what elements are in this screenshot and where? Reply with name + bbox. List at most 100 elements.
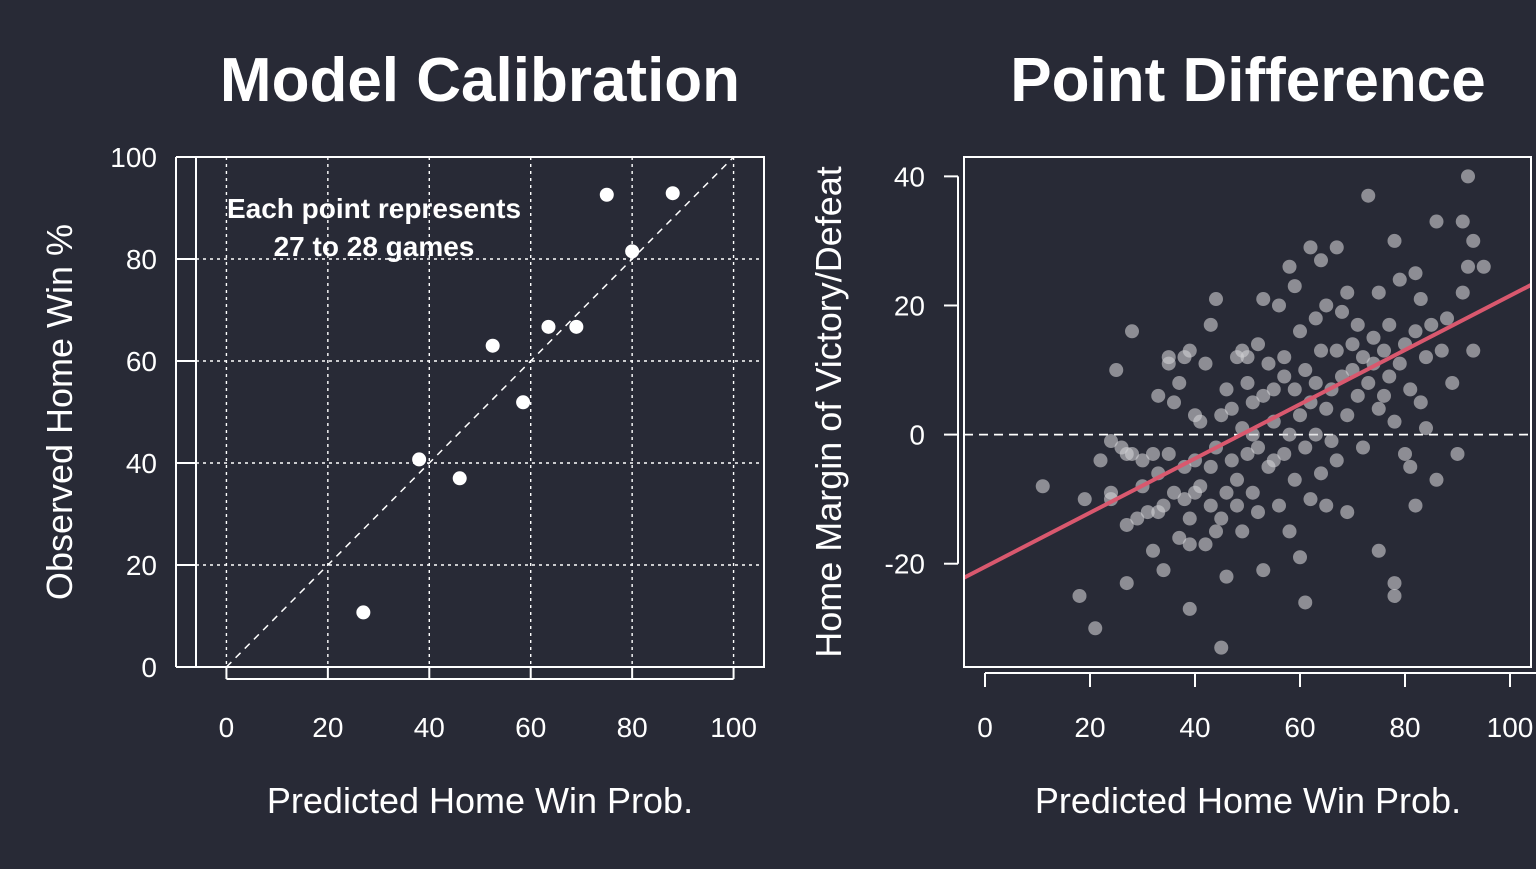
point-difference-point <box>1140 505 1155 520</box>
point-difference-point <box>1445 375 1460 390</box>
point-difference-y-tick-label: -20 <box>885 549 925 580</box>
point-difference-point <box>1214 511 1229 526</box>
calibration-point <box>516 395 531 410</box>
point-difference-point <box>1356 350 1370 365</box>
calibration-plot-frame <box>195 156 765 668</box>
point-difference-point <box>1392 356 1407 371</box>
point-difference-point <box>1072 588 1087 603</box>
point-difference-point <box>1077 492 1092 507</box>
point-difference-point <box>1198 356 1213 371</box>
point-difference-chart: Point Difference 0 20 40 60 80 100 -20 0 20 40 P… <box>808 46 1536 821</box>
point-difference-point <box>1245 485 1260 500</box>
point-difference-point <box>1219 485 1234 500</box>
point-difference-point <box>1256 563 1271 578</box>
point-difference-points <box>1035 169 1491 655</box>
calibration-x-tick-label: 100 <box>710 712 757 743</box>
point-difference-x-tick-label: 20 <box>1074 712 1105 743</box>
point-difference-point <box>1203 317 1218 332</box>
point-difference-point <box>1182 601 1197 616</box>
point-difference-point <box>1340 285 1355 300</box>
calibration-x-axis-label: Predicted Home Win Prob. <box>267 780 693 821</box>
point-difference-point <box>1319 298 1334 313</box>
point-difference-point <box>1429 472 1444 487</box>
calibration-x-tick-label: 40 <box>414 712 445 743</box>
calibration-annotation-line-1: Each point represents <box>227 193 521 224</box>
calibration-y-axis: 0 20 40 60 80 100 <box>110 142 196 683</box>
point-difference-point <box>1125 324 1139 339</box>
point-difference-point <box>1461 169 1475 184</box>
chart-title-point-difference: Point Difference <box>1010 46 1485 115</box>
calibration-point <box>599 187 614 202</box>
point-difference-point <box>1350 317 1365 332</box>
calibration-y-tick-label: 20 <box>126 550 157 581</box>
point-difference-point <box>1293 408 1307 423</box>
point-difference-point <box>1224 453 1239 468</box>
point-difference-point <box>1251 337 1265 352</box>
point-difference-point <box>1161 446 1176 461</box>
point-difference-point <box>1135 453 1150 468</box>
point-difference-point <box>1287 279 1302 294</box>
point-difference-point <box>1203 459 1218 474</box>
point-difference-point <box>1035 479 1050 494</box>
point-difference-point <box>1282 259 1297 274</box>
calibration-reference-line <box>225 156 735 668</box>
point-difference-point <box>1319 401 1334 416</box>
calibration-x-tick-label: 0 <box>219 712 235 743</box>
point-difference-point <box>1350 388 1365 403</box>
point-difference-x-tick-label: 0 <box>977 712 993 743</box>
point-difference-point <box>1119 517 1134 532</box>
point-difference-point <box>1287 472 1302 487</box>
point-difference-point <box>1382 369 1397 384</box>
point-difference-point <box>1377 388 1391 403</box>
point-difference-point <box>1266 382 1281 397</box>
point-difference-x-tick-label: 60 <box>1284 712 1315 743</box>
calibration-points <box>356 186 680 620</box>
point-difference-point <box>1382 317 1397 332</box>
point-difference-point <box>1251 440 1265 455</box>
point-difference-point <box>1387 233 1402 248</box>
point-difference-point <box>1298 363 1313 378</box>
point-difference-point <box>1182 511 1197 526</box>
point-difference-plot-frame <box>963 156 1532 668</box>
point-difference-point <box>1461 259 1475 274</box>
calibration-point <box>485 338 500 353</box>
calibration-point <box>625 244 640 259</box>
point-difference-point <box>1371 543 1386 558</box>
point-difference-point <box>1419 421 1433 436</box>
calibration-point <box>665 186 680 201</box>
point-difference-point <box>1340 408 1355 423</box>
point-difference-point <box>1172 530 1187 545</box>
point-difference-point <box>1088 621 1103 636</box>
calibration-y-axis-label: Observed Home Win % <box>39 224 80 600</box>
point-difference-point <box>1308 375 1323 390</box>
point-difference-point <box>1371 285 1386 300</box>
point-difference-y-tick-label: 40 <box>894 161 925 192</box>
point-difference-point <box>1413 292 1428 307</box>
calibration-y-tick-label: 40 <box>126 448 157 479</box>
calibration-point <box>412 452 427 467</box>
point-difference-x-axis-label: Predicted Home Win Prob. <box>1035 780 1461 821</box>
point-difference-point <box>1277 350 1292 365</box>
point-difference-point <box>1298 595 1313 610</box>
calibration-annotation-line-2: 27 to 28 games <box>274 231 475 262</box>
point-difference-point <box>1455 214 1470 229</box>
point-difference-point <box>1293 324 1307 339</box>
calibration-x-tick-label: 20 <box>312 712 343 743</box>
point-difference-y-tick-label: 0 <box>909 420 925 451</box>
point-difference-point <box>1093 453 1108 468</box>
point-difference-point <box>1308 311 1323 326</box>
calibration-point <box>356 605 371 620</box>
point-difference-point <box>1324 434 1339 449</box>
point-difference-y-axis-label: Home Margin of Victory/Defeat <box>808 166 849 658</box>
point-difference-point <box>1256 388 1271 403</box>
calibration-grid <box>196 156 764 668</box>
point-difference-point <box>1340 505 1355 520</box>
point-difference-point <box>1314 253 1328 268</box>
point-difference-point <box>1219 569 1234 584</box>
regression-line <box>963 283 1532 580</box>
point-difference-point <box>1466 343 1481 358</box>
point-difference-point <box>1172 375 1187 390</box>
point-difference-point <box>1329 343 1344 358</box>
